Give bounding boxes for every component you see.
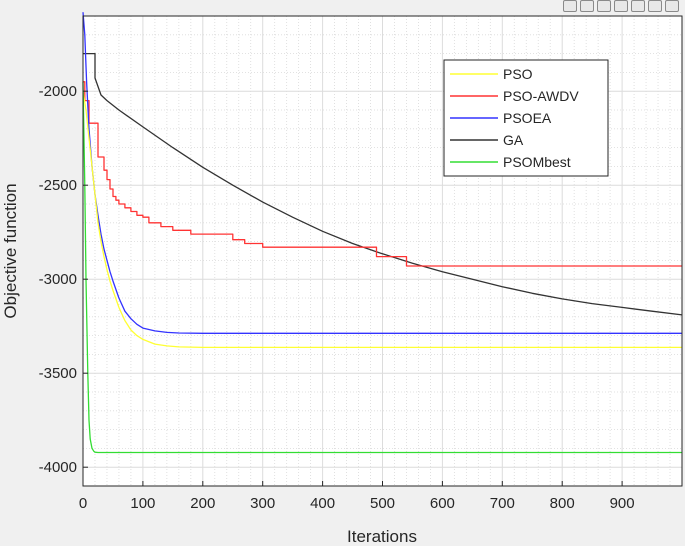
x-axis-label: Iterations [347,527,417,546]
y-tick-label: -3500 [39,365,77,382]
home-icon[interactable] [665,0,679,12]
series-line-pso-awdv [83,81,682,267]
x-tick-label: 700 [490,495,515,512]
x-tick-label: 0 [79,495,87,512]
axes-toolbar [563,0,679,14]
pan-icon[interactable] [614,0,628,12]
x-tick-label: 600 [430,495,455,512]
zoom-out-icon[interactable] [648,0,662,12]
y-axis-ticks: -2000 -2500 -3000 -3500 -4000 [39,83,88,476]
x-axis-ticks: 0 100 200 300 400 500 600 700 800 900 [79,481,635,512]
y-tick-label: -4000 [39,459,77,476]
series-line-ga [83,52,683,316]
y-tick-label: -2000 [39,83,77,100]
legend-label: GA [503,132,524,148]
legend-label: PSO-AWDV [503,88,579,104]
x-tick-label: 800 [550,495,575,512]
datatip-icon[interactable] [597,0,611,12]
series-line-psombest [82,81,682,454]
x-tick-label: 100 [130,495,155,512]
y-tick-label: -3000 [39,271,77,288]
y-tick-label: -2500 [39,177,77,194]
zoom-in-icon[interactable] [631,0,645,12]
y-axis-label: Objective function [1,183,20,318]
x-tick-label: 300 [250,495,275,512]
x-tick-label: 200 [190,495,215,512]
series-layer [82,12,683,454]
legend-label: PSOMbest [503,154,571,170]
x-tick-label: 900 [610,495,635,512]
minor-grid [83,16,682,486]
legend: PSO PSO-AWDV PSOEA GA PSOMbest [443,59,609,177]
legend-label: PSO [503,66,533,82]
series-line-pso [82,91,682,349]
save-icon[interactable] [563,0,577,12]
legend-label: PSOEA [503,110,552,126]
x-tick-label: 500 [370,495,395,512]
x-tick-label: 400 [310,495,335,512]
major-grid [82,16,682,486]
insert-icon[interactable] [580,0,594,12]
